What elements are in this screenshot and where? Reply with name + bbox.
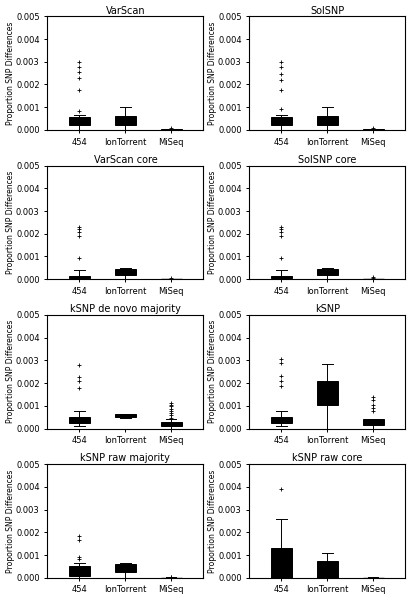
Y-axis label: Proportion SNP Differences: Proportion SNP Differences	[6, 22, 14, 125]
Title: SolSNP core: SolSNP core	[298, 155, 357, 165]
PathPatch shape	[317, 561, 338, 578]
Title: SolSNP: SolSNP	[310, 5, 344, 16]
Title: kSNP de novo majority: kSNP de novo majority	[70, 304, 181, 314]
PathPatch shape	[317, 116, 338, 125]
PathPatch shape	[317, 381, 338, 404]
PathPatch shape	[115, 269, 136, 275]
PathPatch shape	[69, 276, 90, 278]
Y-axis label: Proportion SNP Differences: Proportion SNP Differences	[6, 320, 14, 424]
Y-axis label: Proportion SNP Differences: Proportion SNP Differences	[208, 171, 217, 274]
PathPatch shape	[363, 419, 383, 425]
PathPatch shape	[115, 564, 136, 572]
Y-axis label: Proportion SNP Differences: Proportion SNP Differences	[208, 469, 217, 573]
PathPatch shape	[115, 116, 136, 125]
Title: VarScan: VarScan	[106, 5, 145, 16]
PathPatch shape	[69, 566, 90, 575]
Title: kSNP raw majority: kSNP raw majority	[81, 454, 170, 463]
PathPatch shape	[317, 269, 338, 275]
PathPatch shape	[69, 417, 90, 423]
PathPatch shape	[161, 422, 182, 426]
PathPatch shape	[115, 415, 136, 417]
Title: VarScan core: VarScan core	[93, 155, 157, 165]
PathPatch shape	[271, 548, 292, 578]
PathPatch shape	[271, 118, 292, 125]
Y-axis label: Proportion SNP Differences: Proportion SNP Differences	[6, 469, 14, 573]
PathPatch shape	[271, 417, 292, 423]
Title: kSNP: kSNP	[315, 304, 340, 314]
Title: kSNP raw core: kSNP raw core	[292, 454, 363, 463]
Y-axis label: Proportion SNP Differences: Proportion SNP Differences	[208, 22, 217, 125]
PathPatch shape	[271, 276, 292, 278]
Y-axis label: Proportion SNP Differences: Proportion SNP Differences	[6, 171, 14, 274]
PathPatch shape	[69, 118, 90, 125]
Y-axis label: Proportion SNP Differences: Proportion SNP Differences	[208, 320, 217, 424]
